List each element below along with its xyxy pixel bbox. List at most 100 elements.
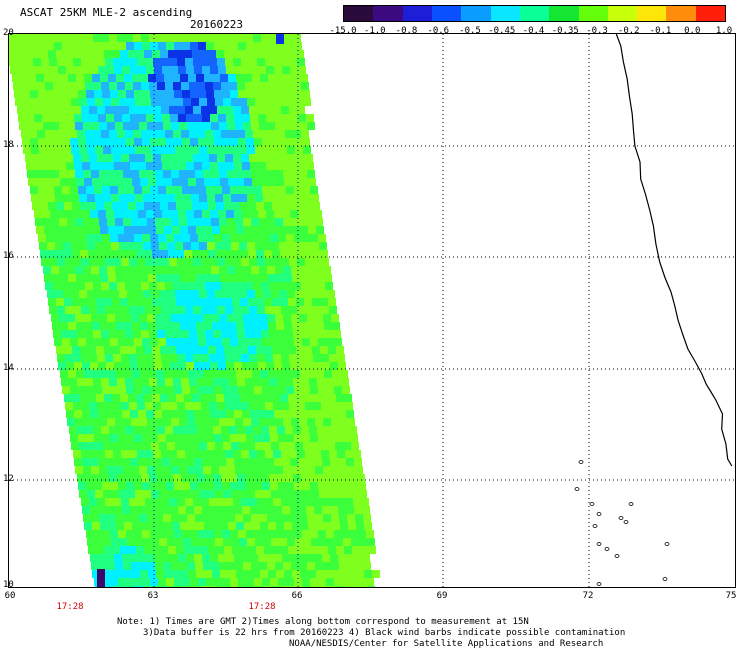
swath-cell bbox=[158, 186, 166, 194]
swath-cell bbox=[237, 282, 245, 290]
swath-cell bbox=[161, 258, 169, 266]
swath-cell bbox=[130, 162, 138, 170]
swath-cell bbox=[258, 162, 266, 170]
swath-cell bbox=[336, 394, 344, 402]
swath-cell bbox=[279, 146, 287, 154]
swath-cell bbox=[106, 506, 114, 514]
swath-cell bbox=[244, 178, 252, 186]
swath-cell bbox=[237, 130, 245, 138]
swath-cell bbox=[327, 490, 335, 498]
swath-cell bbox=[40, 50, 48, 58]
swath-cell bbox=[156, 522, 164, 530]
swath-cell bbox=[337, 450, 345, 458]
swath-cell bbox=[185, 306, 193, 314]
swath-cell bbox=[55, 146, 63, 154]
swath-cell bbox=[157, 130, 165, 138]
swath-cell bbox=[104, 346, 112, 354]
swath-cell bbox=[250, 362, 258, 370]
swath-cell bbox=[60, 370, 68, 378]
swath-cell bbox=[167, 194, 175, 202]
swath-cell bbox=[136, 546, 144, 554]
swath-cell bbox=[153, 306, 161, 314]
swath-cell bbox=[317, 282, 325, 290]
swath-cell bbox=[153, 354, 161, 362]
swath-cell bbox=[207, 586, 215, 587]
swath-cell bbox=[260, 74, 268, 82]
swath-cell bbox=[55, 98, 63, 106]
swath-cell bbox=[94, 42, 102, 50]
swath-cell bbox=[277, 130, 285, 138]
swath-cell bbox=[165, 282, 173, 290]
swath-cell bbox=[143, 242, 151, 250]
swath-cell bbox=[228, 178, 236, 186]
swath-cell bbox=[278, 434, 286, 442]
swath-cell bbox=[305, 154, 313, 162]
color-scale-swatch bbox=[607, 6, 638, 21]
swath-cell bbox=[179, 314, 187, 322]
swath-cell bbox=[153, 498, 161, 506]
swath-cell bbox=[93, 34, 101, 42]
swath-cell bbox=[145, 58, 153, 66]
swath-cell bbox=[311, 538, 319, 546]
swath-cell bbox=[148, 178, 156, 186]
swath-cell bbox=[287, 146, 295, 154]
swath-cell bbox=[148, 570, 156, 578]
swath-cell bbox=[302, 482, 310, 490]
swath-cell bbox=[297, 402, 305, 410]
swath-cell bbox=[250, 554, 258, 562]
swath-cell bbox=[277, 82, 285, 90]
swath-cell bbox=[302, 90, 310, 98]
swath-cell bbox=[92, 370, 100, 378]
swath-cell bbox=[273, 402, 281, 410]
swath-cell bbox=[98, 458, 106, 466]
swath-cell bbox=[280, 250, 288, 258]
swath-cell bbox=[100, 274, 108, 282]
swath-cell bbox=[90, 162, 98, 170]
swath-cell bbox=[269, 426, 277, 434]
swath-cell bbox=[220, 322, 228, 330]
color-scale-tick-label: -0.1 bbox=[649, 26, 672, 36]
swath-cell bbox=[162, 506, 170, 514]
swath-cell bbox=[324, 570, 332, 578]
swath-cell bbox=[96, 298, 104, 306]
swath-cell bbox=[280, 346, 288, 354]
swath-cell bbox=[315, 266, 323, 274]
swath-cell bbox=[212, 522, 220, 530]
swath-cell bbox=[141, 82, 149, 90]
swath-cell bbox=[126, 434, 134, 442]
color-scale-swatch bbox=[490, 6, 520, 21]
swath-cell bbox=[304, 346, 312, 354]
swath-cell bbox=[199, 490, 207, 498]
swath-cell bbox=[236, 226, 244, 234]
swath-cell bbox=[102, 42, 110, 50]
swath-cell bbox=[316, 274, 324, 282]
swath-cell bbox=[115, 418, 123, 426]
swath-cell bbox=[212, 178, 220, 186]
swath-cell bbox=[292, 178, 300, 186]
swath-cell bbox=[267, 562, 275, 570]
swath-cell bbox=[231, 538, 239, 546]
swath-cell bbox=[213, 82, 221, 90]
swath-cell bbox=[276, 522, 284, 530]
swath-cell bbox=[234, 410, 242, 418]
swath-cell bbox=[59, 170, 67, 178]
swath-cell bbox=[251, 466, 259, 474]
swath-cell bbox=[301, 130, 309, 138]
swath-cell bbox=[200, 394, 208, 402]
swath-cell bbox=[216, 546, 224, 554]
swath-cell bbox=[134, 386, 142, 394]
swath-cell bbox=[74, 114, 82, 122]
swath-cell bbox=[191, 538, 199, 546]
swath-cell bbox=[189, 330, 197, 338]
swath-cell bbox=[317, 378, 325, 386]
swath-cell bbox=[239, 586, 247, 587]
swath-cell bbox=[296, 394, 304, 402]
swath-cell bbox=[247, 194, 255, 202]
swath-cell bbox=[105, 154, 113, 162]
swath-cell bbox=[173, 34, 181, 42]
note-line-1: Note: 1) Times are GMT 2)Times along bot… bbox=[117, 617, 529, 627]
color-scale-labels: -15.0 -1.0 -0.8 -0.6 -0.5 -0.45 -0.4 -0.35 -0.3-… bbox=[329, 26, 740, 38]
swath-cell bbox=[111, 242, 119, 250]
swath-cell bbox=[218, 162, 226, 170]
swath-cell bbox=[321, 450, 329, 458]
